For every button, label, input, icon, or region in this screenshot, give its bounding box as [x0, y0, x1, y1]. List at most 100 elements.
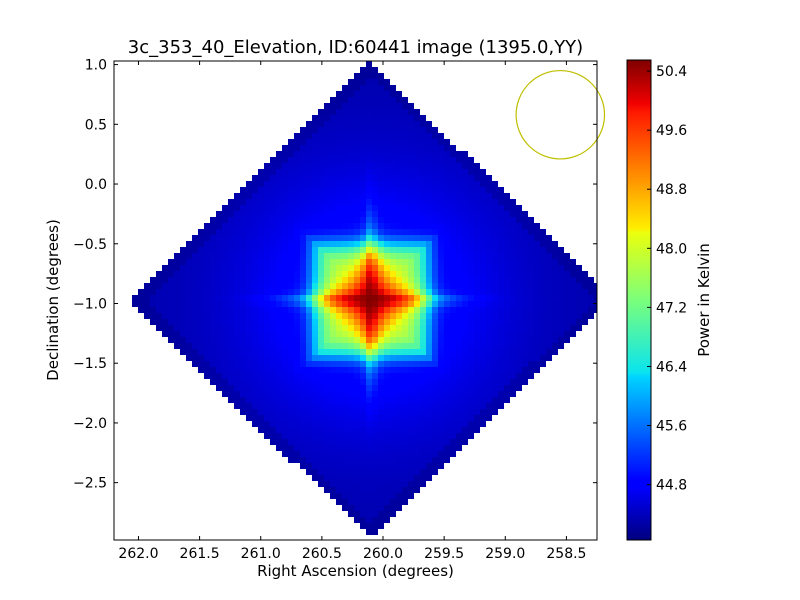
heatmap-cell: [342, 331, 348, 337]
heatmap-cell: [438, 313, 444, 319]
heatmap-cell: [324, 103, 330, 109]
heatmap-cell: [426, 169, 432, 175]
heatmap-cell: [294, 163, 300, 169]
heatmap-cell: [270, 253, 276, 259]
heatmap-cell: [324, 199, 330, 205]
heatmap-cell: [342, 385, 348, 391]
heatmap-cell: [516, 229, 522, 235]
heatmap-cell: [234, 337, 240, 343]
heatmap-cell: [342, 199, 348, 205]
heatmap-cell: [330, 493, 336, 499]
heatmap-cell: [396, 469, 402, 475]
heatmap-cell: [162, 301, 168, 307]
heatmap-cell: [270, 283, 276, 289]
heatmap-cell: [390, 373, 396, 379]
heatmap-cell: [402, 331, 408, 337]
heatmap-cell: [300, 391, 306, 397]
heatmap-cell: [378, 433, 384, 439]
heatmap-cell: [288, 259, 294, 265]
heatmap-cell: [456, 319, 462, 325]
heatmap-cell: [558, 259, 564, 265]
heatmap-cell: [462, 193, 468, 199]
heatmap-cell: [294, 421, 300, 427]
heatmap-cell: [438, 367, 444, 373]
heatmap-cell: [270, 295, 276, 301]
heatmap-cell: [360, 505, 366, 511]
heatmap-cell: [396, 379, 402, 385]
heatmap-cell: [186, 283, 192, 289]
heatmap-cell: [390, 295, 396, 301]
heatmap-cell: [414, 307, 420, 313]
heatmap-cell: [240, 325, 246, 331]
heatmap-cell: [354, 337, 360, 343]
heatmap-cell: [498, 325, 504, 331]
heatmap-cell: [330, 289, 336, 295]
heatmap-cell: [552, 349, 558, 355]
heatmap-cell: [348, 433, 354, 439]
heatmap-cell: [318, 193, 324, 199]
heatmap-cell: [570, 259, 576, 265]
heatmap-cell: [438, 283, 444, 289]
heatmap-cell: [492, 289, 498, 295]
heatmap-cell: [402, 487, 408, 493]
heatmap-cell: [474, 283, 480, 289]
heatmap-cell: [390, 469, 396, 475]
heatmap-cell: [444, 199, 450, 205]
heatmap-cell: [426, 265, 432, 271]
heatmap-cell: [294, 313, 300, 319]
heatmap-cell: [288, 391, 294, 397]
heatmap-cell: [336, 403, 342, 409]
heatmap-cell: [330, 187, 336, 193]
heatmap-cell: [474, 337, 480, 343]
heatmap-cell: [216, 313, 222, 319]
heatmap-cell: [210, 325, 216, 331]
heatmap-cell: [324, 349, 330, 355]
heatmap-cell: [318, 445, 324, 451]
heatmap-cell: [300, 289, 306, 295]
heatmap-cell: [240, 409, 246, 415]
heatmap-cell: [414, 475, 420, 481]
heatmap-cell: [486, 355, 492, 361]
heatmap-cell: [198, 247, 204, 253]
heatmap-cell: [216, 361, 222, 367]
heatmap-cell: [240, 337, 246, 343]
heatmap-cell: [318, 229, 324, 235]
heatmap-cell: [264, 301, 270, 307]
heatmap-cell: [306, 217, 312, 223]
heatmap-cell: [354, 289, 360, 295]
heatmap-cell: [324, 241, 330, 247]
heatmap-cell: [252, 331, 258, 337]
heatmap-cell: [354, 439, 360, 445]
heatmap-cell: [330, 421, 336, 427]
heatmap-cell: [474, 163, 480, 169]
heatmap-cell: [438, 133, 444, 139]
heatmap-cell: [360, 487, 366, 493]
heatmap-cell: [426, 325, 432, 331]
heatmap-cell: [288, 163, 294, 169]
heatmap-cell: [420, 181, 426, 187]
heatmap-cell: [492, 271, 498, 277]
heatmap-cell: [228, 277, 234, 283]
heatmap-cell: [294, 367, 300, 373]
heatmap-cell: [504, 271, 510, 277]
heatmap-cell: [366, 235, 372, 241]
heatmap-cell: [432, 199, 438, 205]
heatmap-cell: [456, 229, 462, 235]
heatmap-cell: [450, 421, 456, 427]
heatmap-cell: [330, 367, 336, 373]
heatmap-cell: [384, 259, 390, 265]
heatmap-cell: [156, 319, 162, 325]
heatmap-cell: [384, 439, 390, 445]
heatmap-cell: [510, 265, 516, 271]
heatmap-cell: [378, 361, 384, 367]
heatmap-cell: [516, 325, 522, 331]
heatmap-cell: [282, 385, 288, 391]
heatmap-cell: [426, 469, 432, 475]
heatmap-cell: [540, 355, 546, 361]
heatmap-cell: [360, 343, 366, 349]
heatmap-cell: [246, 403, 252, 409]
heatmap-cell: [588, 301, 594, 307]
heatmap-cell: [294, 151, 300, 157]
heatmap-cell: [276, 421, 282, 427]
heatmap-cell: [288, 439, 294, 445]
